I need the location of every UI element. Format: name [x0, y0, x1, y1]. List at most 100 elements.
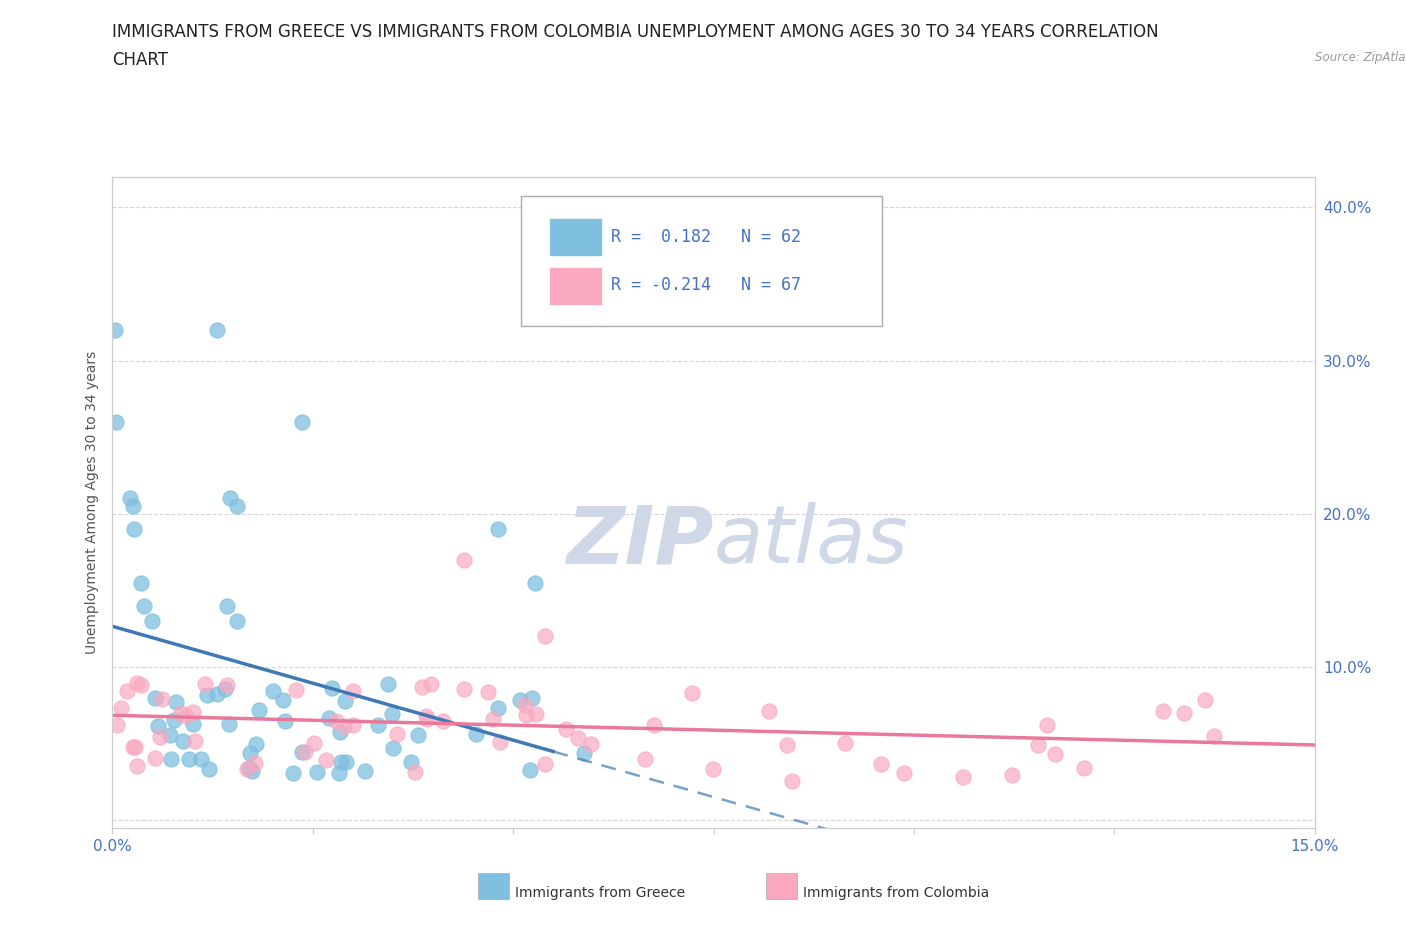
Point — [239, 746, 262, 761]
Point — [143, 690, 166, 705]
Point — [681, 685, 703, 700]
Point — [245, 737, 267, 751]
Point — [217, 677, 239, 692]
Text: atlas: atlas — [713, 502, 908, 580]
Point — [330, 754, 353, 769]
Point — [131, 575, 153, 590]
Point — [150, 692, 173, 707]
Point — [181, 717, 204, 732]
Point — [329, 724, 352, 739]
Point — [104, 415, 127, 430]
Point — [105, 718, 128, 733]
Point — [243, 756, 266, 771]
Point — [238, 761, 260, 776]
Point — [304, 736, 326, 751]
Point — [141, 614, 163, 629]
Point — [110, 700, 132, 715]
Point — [197, 762, 219, 777]
Point — [115, 684, 138, 698]
Point — [643, 717, 665, 732]
Point — [555, 722, 578, 737]
Point — [118, 491, 141, 506]
Point — [169, 705, 191, 720]
Y-axis label: Unemployment Among Ages 30 to 34 years: Unemployment Among Ages 30 to 34 years — [86, 351, 100, 654]
Point — [893, 765, 915, 780]
Point — [131, 678, 153, 693]
Point — [181, 705, 204, 720]
Point — [146, 718, 169, 733]
Point — [225, 614, 247, 629]
Text: CHART: CHART — [112, 51, 169, 69]
Point — [132, 598, 155, 613]
Point — [415, 709, 437, 724]
Point — [1173, 706, 1195, 721]
Point — [482, 711, 505, 726]
Point — [174, 709, 197, 724]
Point — [465, 726, 488, 741]
Point — [217, 598, 239, 613]
Point — [143, 751, 166, 765]
Point — [524, 707, 547, 722]
Point — [125, 759, 148, 774]
Point — [367, 718, 389, 733]
Point — [328, 766, 350, 781]
Point — [519, 763, 541, 777]
Point — [1194, 693, 1216, 708]
Point — [207, 686, 229, 701]
Point — [160, 751, 183, 766]
Point — [226, 498, 249, 513]
Point — [533, 629, 555, 644]
Point — [534, 756, 557, 771]
Point — [214, 682, 236, 697]
Point — [453, 682, 475, 697]
Point — [377, 677, 399, 692]
Point — [285, 683, 308, 698]
Point — [172, 734, 194, 749]
Point — [869, 757, 891, 772]
Point — [1001, 768, 1024, 783]
Point — [122, 522, 145, 537]
Point — [524, 575, 547, 590]
Point — [104, 323, 127, 338]
Point — [342, 717, 364, 732]
FancyBboxPatch shape — [548, 267, 602, 305]
Point — [1204, 728, 1226, 743]
Point — [283, 765, 305, 780]
Point — [195, 688, 218, 703]
Point — [124, 739, 146, 754]
Point — [567, 731, 589, 746]
Point — [291, 744, 314, 759]
Point — [453, 552, 475, 567]
Point — [522, 690, 544, 705]
Point — [236, 762, 259, 777]
Point — [294, 745, 316, 760]
Point — [305, 764, 328, 779]
Text: IMMIGRANTS FROM GREECE VS IMMIGRANTS FROM COLOMBIA UNEMPLOYMENT AMONG AGES 30 TO: IMMIGRANTS FROM GREECE VS IMMIGRANTS FRO… — [112, 23, 1159, 41]
Point — [776, 737, 799, 752]
Point — [335, 755, 357, 770]
Point — [382, 741, 405, 756]
Point — [401, 754, 423, 769]
Point — [406, 727, 429, 742]
Point — [486, 700, 509, 715]
Point — [477, 684, 499, 699]
Text: Source: ZipAtlas.com: Source: ZipAtlas.com — [1315, 51, 1406, 64]
Point — [432, 714, 454, 729]
Point — [404, 764, 426, 779]
FancyBboxPatch shape — [522, 196, 882, 326]
Point — [159, 728, 181, 743]
Point — [125, 675, 148, 690]
Point — [165, 695, 187, 710]
Point — [247, 703, 270, 718]
Point — [513, 698, 536, 712]
Point — [486, 522, 509, 537]
Point — [149, 730, 172, 745]
Point — [834, 736, 856, 751]
Point — [121, 739, 143, 754]
Point — [952, 770, 974, 785]
Point — [184, 734, 207, 749]
Point — [291, 415, 314, 430]
Text: R =  0.182   N = 62: R = 0.182 N = 62 — [612, 228, 801, 246]
Point — [1026, 737, 1049, 752]
Point — [194, 676, 217, 691]
